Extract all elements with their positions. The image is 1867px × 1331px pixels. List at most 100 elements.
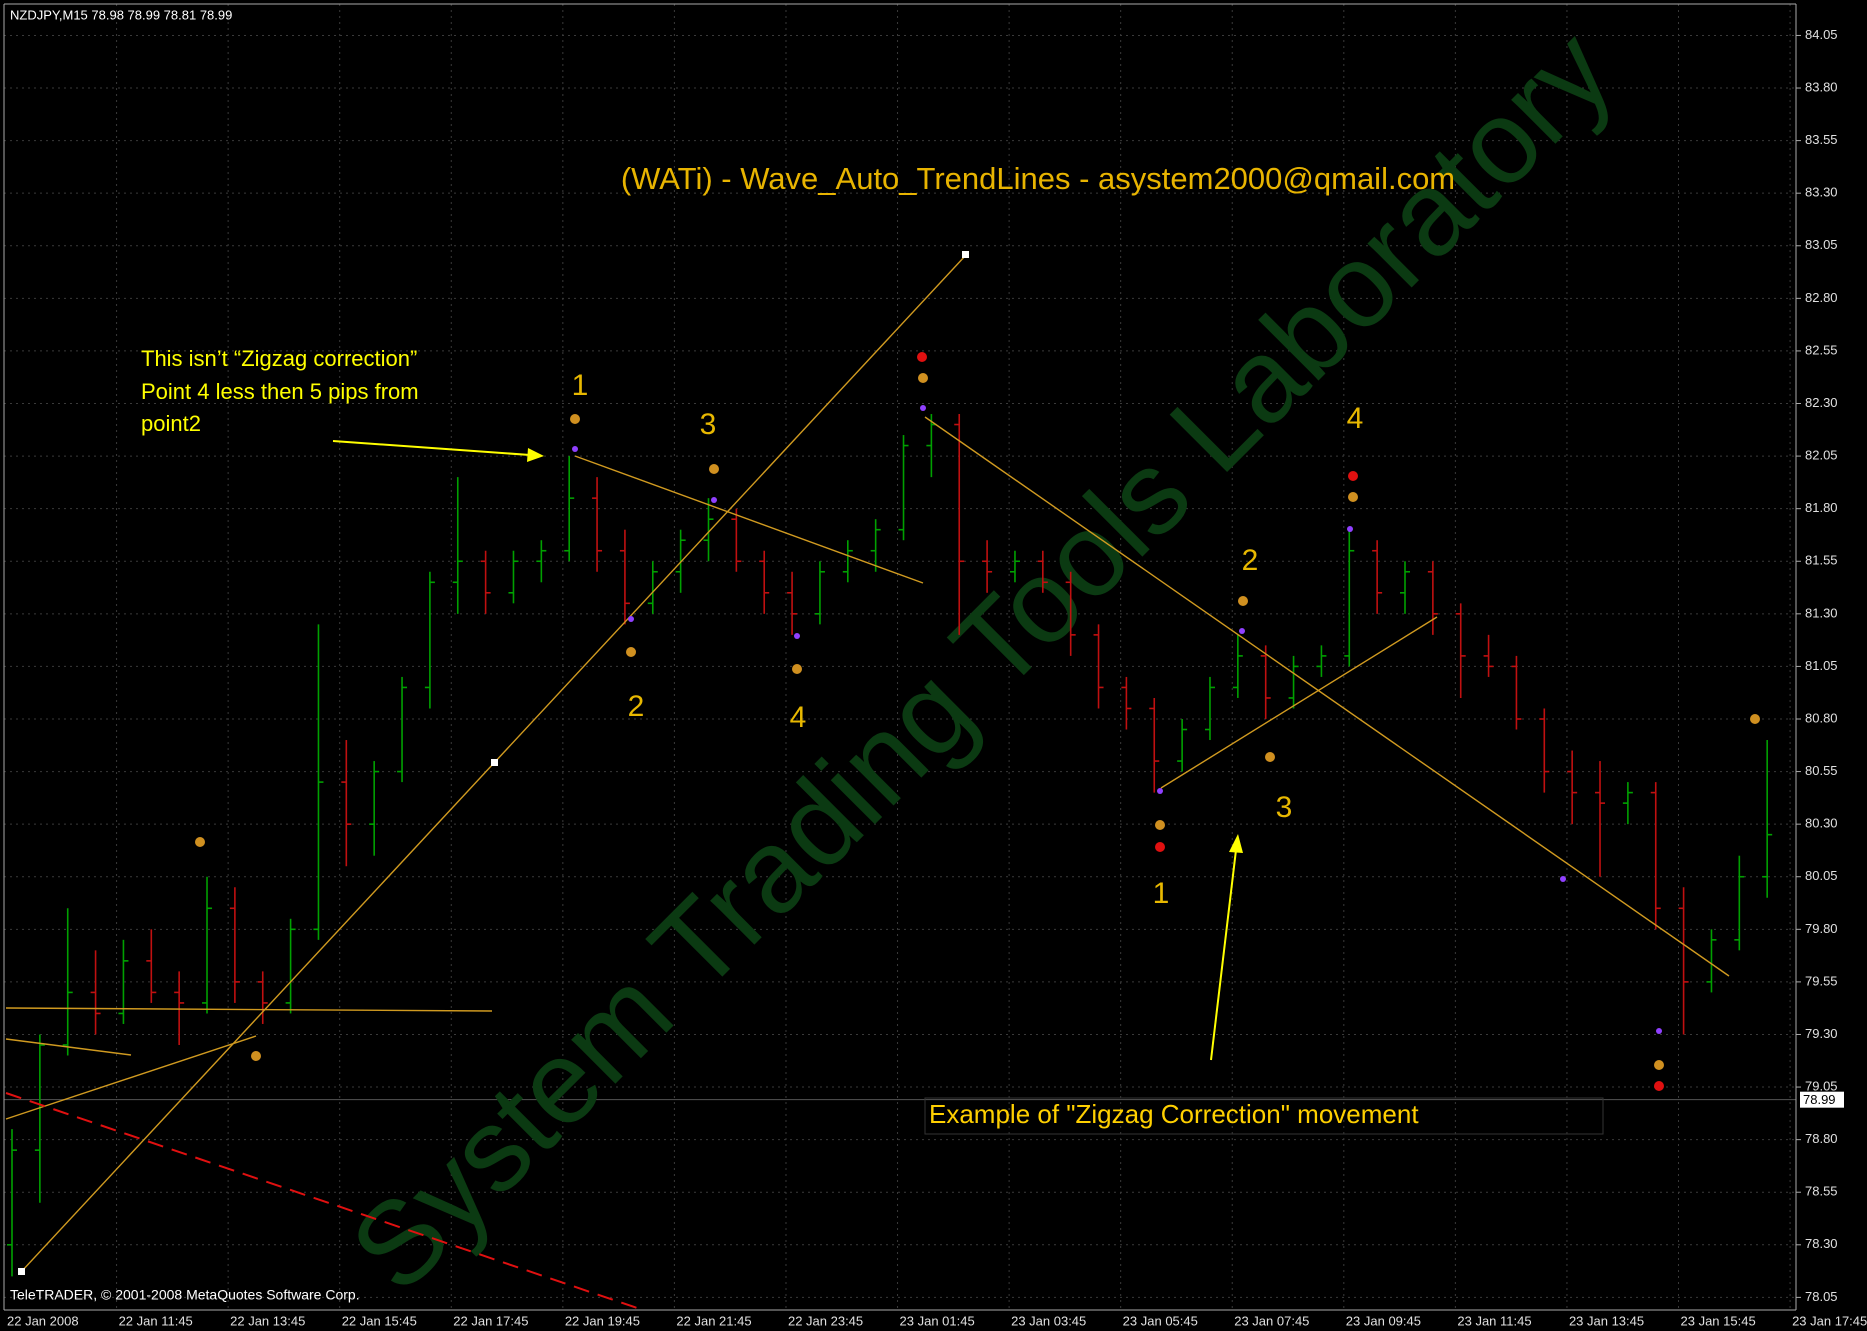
wave-marker xyxy=(792,664,802,674)
wave-marker xyxy=(1654,1060,1664,1070)
x-tick-label: 23 Jan 01:45 xyxy=(900,1313,975,1328)
y-tick-label: 81.80 xyxy=(1805,500,1838,515)
y-tick-label: 78.55 xyxy=(1805,1184,1838,1199)
note-box xyxy=(924,1097,1604,1135)
y-tick-label: 78.05 xyxy=(1805,1289,1838,1304)
y-tick-label: 81.05 xyxy=(1805,658,1838,673)
wave-label: 4 xyxy=(790,701,807,734)
trend-line xyxy=(1160,616,1438,789)
x-tick-label: 23 Jan 05:45 xyxy=(1123,1313,1198,1328)
y-tick-label: 81.55 xyxy=(1805,553,1838,568)
fractal-dot xyxy=(1347,526,1353,532)
anchor-point xyxy=(18,1268,25,1275)
fractal-dot xyxy=(1560,876,1566,882)
wave-marker xyxy=(918,373,928,383)
x-tick-label: 22 Jan 13:45 xyxy=(230,1313,305,1328)
wave-label: 1 xyxy=(1153,877,1170,910)
wave-marker xyxy=(570,414,580,424)
note-line: Point 4 less then 5 pips from xyxy=(141,379,419,404)
arrow xyxy=(1210,849,1237,1061)
trend-line xyxy=(5,1038,132,1056)
wave-marker xyxy=(1265,752,1275,762)
x-tick-label: 22 Jan 23:45 xyxy=(788,1313,863,1328)
y-tick-label: 78.30 xyxy=(1805,1236,1838,1251)
y-tick-label: 79.80 xyxy=(1805,921,1838,936)
grid xyxy=(4,4,1796,1310)
y-tick-label: 80.30 xyxy=(1805,816,1838,831)
arrow xyxy=(332,440,531,456)
y-tick-label: 83.30 xyxy=(1805,185,1838,200)
x-tick-label: 22 Jan 11:45 xyxy=(119,1313,193,1328)
wave-label: 4 xyxy=(1347,402,1364,435)
trend-line xyxy=(5,1092,644,1311)
y-tick-label: 84.05 xyxy=(1805,27,1838,42)
x-tick-label: 22 Jan 2008 xyxy=(7,1313,79,1328)
x-tick-label: 23 Jan 17:45 xyxy=(1792,1313,1867,1328)
wave-marker xyxy=(1155,842,1165,852)
wave-marker xyxy=(1155,820,1165,830)
wave-label: 2 xyxy=(1242,544,1259,577)
wave-label: 1 xyxy=(572,369,589,402)
fractal-dot xyxy=(711,497,717,503)
y-tick-label: 82.55 xyxy=(1805,342,1838,357)
y-tick-label: 78.80 xyxy=(1805,1131,1838,1146)
wave-label: 3 xyxy=(1276,791,1293,824)
trend-line xyxy=(924,416,1730,977)
wave-marker xyxy=(1348,492,1358,502)
wave-marker xyxy=(626,647,636,657)
wave-marker xyxy=(1654,1081,1664,1091)
y-tick-label: 80.80 xyxy=(1805,710,1838,725)
anchor-point xyxy=(491,759,498,766)
y-tick-label: 82.80 xyxy=(1805,290,1838,305)
trend-line xyxy=(574,455,924,584)
y-tick-label: 83.55 xyxy=(1805,132,1838,147)
y-tick-label: 79.55 xyxy=(1805,973,1838,988)
y-tick-label: 81.30 xyxy=(1805,605,1838,620)
axes: 78.05 78.30 78.55 78.80 79.05 79.30 79.55 79.80… xyxy=(7,27,1867,1329)
fractal-markers xyxy=(572,405,1662,1034)
fractal-dot xyxy=(628,616,634,622)
arrow-head xyxy=(1229,834,1243,853)
x-tick-label: 23 Jan 03:45 xyxy=(1011,1313,1086,1328)
x-tick-label: 23 Jan 09:45 xyxy=(1346,1313,1421,1328)
wave-marker xyxy=(1750,714,1760,724)
wave-marker xyxy=(1348,471,1358,481)
wave-marker xyxy=(195,837,205,847)
anchor-point xyxy=(962,251,969,258)
fractal-dot xyxy=(1157,788,1163,794)
trend-lines xyxy=(5,251,1730,1311)
wave-marker xyxy=(251,1051,261,1061)
example-note: Example of "Zigzag Correction" movement xyxy=(929,1099,1419,1129)
wave-label: 2 xyxy=(628,690,645,723)
wave-marker xyxy=(709,464,719,474)
bars xyxy=(7,414,1773,1277)
y-tick-label: 80.05 xyxy=(1805,868,1838,883)
note-line: This isn’t “Zigzag correction” xyxy=(141,346,417,371)
x-tick-label: 22 Jan 15:45 xyxy=(342,1313,417,1328)
chart-title: (WATi) - Wave_Auto_TrendLines - asystem2… xyxy=(621,161,1455,196)
y-tick-label: 82.05 xyxy=(1805,448,1838,463)
fractal-dot xyxy=(920,405,926,411)
y-tick-label: 82.30 xyxy=(1805,395,1838,410)
y-tick-label: 80.55 xyxy=(1805,763,1838,778)
y-tick-label: 79.05 xyxy=(1805,1078,1838,1093)
fractal-dot xyxy=(572,446,578,452)
fractal-dot xyxy=(1656,1028,1662,1034)
x-tick-label: 23 Jan 07:45 xyxy=(1234,1313,1309,1328)
fractal-dot xyxy=(1239,628,1245,634)
arrow-head xyxy=(527,448,544,462)
note-line: point2 xyxy=(141,411,201,436)
last-price-box xyxy=(1800,1091,1844,1108)
trend-line xyxy=(5,1035,257,1120)
symbol-header: NZDJPY,M15 78.98 78.99 78.81 78.99 xyxy=(10,7,232,22)
wave-marker xyxy=(1238,596,1248,606)
trend-line xyxy=(5,1007,493,1012)
y-tick-label: 83.80 xyxy=(1805,79,1838,94)
y-tick-label: 79.30 xyxy=(1805,1026,1838,1041)
last-price-label: 78.99 xyxy=(1803,1092,1836,1107)
x-tick-label: 22 Jan 19:45 xyxy=(565,1313,640,1328)
x-tick-label: 23 Jan 15:45 xyxy=(1681,1313,1756,1328)
fractal-dot xyxy=(794,633,800,639)
wave-label: 3 xyxy=(700,408,717,441)
